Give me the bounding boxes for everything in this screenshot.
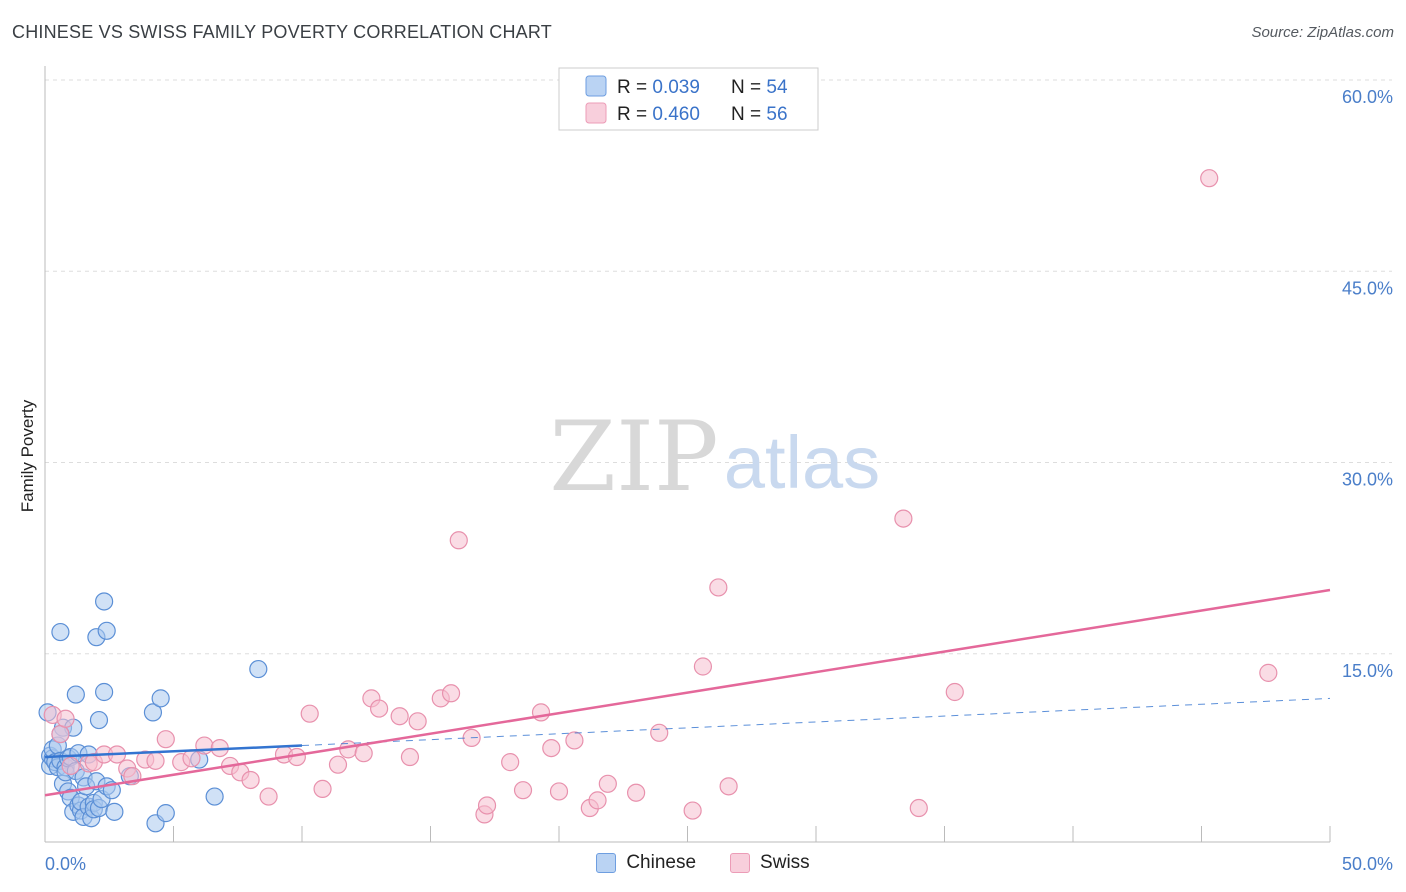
swiss-point bbox=[408, 712, 427, 731]
swiss-point bbox=[370, 699, 389, 718]
swiss-point bbox=[146, 751, 165, 770]
legend-r-label-swiss: R = bbox=[617, 104, 652, 125]
y-tick-label: 60.0% bbox=[1342, 87, 1393, 107]
swiss-point bbox=[542, 738, 561, 758]
swiss-point bbox=[313, 779, 332, 799]
swiss-point bbox=[650, 723, 669, 742]
swiss-point bbox=[683, 801, 702, 820]
source-label: Source: ZipAtlas.com bbox=[1251, 24, 1394, 41]
swiss-point bbox=[300, 704, 319, 723]
trend-lines bbox=[44, 588, 1331, 797]
swiss-point bbox=[56, 709, 75, 728]
chinese-point bbox=[143, 703, 163, 722]
swiss-point bbox=[709, 578, 728, 597]
legend-n-value-chinese: 54 bbox=[766, 77, 788, 98]
swiss-point bbox=[241, 770, 260, 790]
y-tick-label: 30.0% bbox=[1342, 470, 1393, 490]
chinese-swatch bbox=[596, 853, 617, 873]
legend-r-value-chinese: 0.039 bbox=[652, 77, 700, 98]
legend: R = 0.039 N = 54 R = 0.460 N = 56 bbox=[558, 67, 819, 131]
chinese-trend-line bbox=[44, 744, 303, 759]
svg-text:R = 0.039: R = 0.039 bbox=[617, 77, 700, 98]
swiss-point bbox=[693, 657, 713, 676]
swiss-point bbox=[945, 682, 964, 702]
chinese-point bbox=[249, 659, 268, 679]
chart-title: CHINESE VS SWISS FAMILY POVERTY CORRELAT… bbox=[12, 22, 552, 42]
swiss-swatch bbox=[730, 853, 751, 873]
chinese-label: Chinese bbox=[626, 852, 697, 873]
x-tick-labels: 0.0% 50.0% bbox=[45, 854, 1393, 874]
swiss-points bbox=[43, 169, 1278, 824]
x-tick-label: 0.0% bbox=[45, 854, 86, 874]
swiss-point bbox=[501, 753, 520, 772]
legend-swatch-swiss bbox=[585, 102, 607, 124]
swiss-point bbox=[719, 777, 738, 796]
chinese-point bbox=[156, 804, 175, 823]
y-tick-label: 45.0% bbox=[1342, 278, 1393, 298]
legend-n-value-swiss: 56 bbox=[766, 104, 787, 125]
y-tick-labels: 15.0% 30.0% 45.0% 60.0% bbox=[1342, 87, 1393, 681]
chinese-points bbox=[38, 592, 268, 833]
swiss-point bbox=[328, 755, 348, 774]
legend-swatch-chinese bbox=[585, 75, 607, 97]
swiss-point bbox=[588, 791, 607, 810]
swiss-point bbox=[400, 747, 420, 767]
swiss-point bbox=[354, 744, 373, 763]
bottom-legend-chinese[interactable]: Chinese bbox=[596, 852, 696, 874]
y-tick-label: 15.0% bbox=[1342, 661, 1393, 681]
watermark: ZIP atlas bbox=[549, 401, 880, 513]
legend-r-label-chinese: R = bbox=[617, 77, 652, 98]
swiss-trend-line bbox=[44, 588, 1331, 797]
legend-n-label-chinese: N = bbox=[731, 77, 766, 98]
swiss-label: Swiss bbox=[760, 852, 810, 873]
swiss-point bbox=[598, 774, 617, 793]
chinese-point bbox=[205, 787, 224, 806]
chinese-point bbox=[95, 592, 114, 611]
swiss-point bbox=[61, 756, 80, 776]
swiss-point bbox=[626, 783, 646, 802]
svg-text:N = 56: N = 56 bbox=[731, 104, 788, 125]
bottom-legend-swiss[interactable]: Swiss bbox=[730, 852, 810, 874]
swiss-point bbox=[441, 684, 461, 703]
swiss-point bbox=[182, 749, 201, 768]
swiss-point bbox=[1259, 663, 1278, 682]
chinese-point bbox=[66, 685, 85, 704]
bottom-legend: Chinese Swiss bbox=[0, 852, 1406, 874]
swiss-point bbox=[1200, 169, 1219, 188]
swiss-point bbox=[894, 509, 913, 528]
swiss-point bbox=[909, 798, 928, 818]
swiss-point bbox=[565, 731, 584, 750]
swiss-point bbox=[513, 781, 533, 800]
grid bbox=[45, 79, 1392, 655]
legend-r-value-swiss: 0.460 bbox=[652, 104, 700, 125]
chinese-point bbox=[105, 802, 124, 821]
swiss-point bbox=[156, 730, 175, 749]
swiss-point bbox=[449, 531, 468, 550]
x-tick-label: 50.0% bbox=[1342, 854, 1393, 874]
swiss-point bbox=[477, 796, 497, 815]
legend-n-label-swiss: N = bbox=[731, 104, 766, 125]
watermark-zip: ZIP bbox=[549, 401, 718, 513]
swiss-point bbox=[259, 787, 278, 806]
svg-text:N = 54: N = 54 bbox=[731, 77, 788, 98]
swiss-point bbox=[549, 782, 569, 801]
chinese-point bbox=[151, 689, 170, 708]
chinese-point bbox=[51, 622, 70, 642]
swiss-point bbox=[390, 707, 409, 726]
chinese-point bbox=[95, 682, 114, 702]
swiss-point bbox=[51, 724, 70, 744]
chinese-trend-extension bbox=[301, 697, 1331, 747]
watermark-atlas: atlas bbox=[724, 421, 880, 504]
swiss-point bbox=[195, 736, 214, 755]
chinese-point bbox=[89, 710, 109, 730]
chinese-point bbox=[97, 621, 116, 640]
svg-text:R = 0.460: R = 0.460 bbox=[617, 104, 700, 125]
swiss-point bbox=[531, 703, 551, 722]
